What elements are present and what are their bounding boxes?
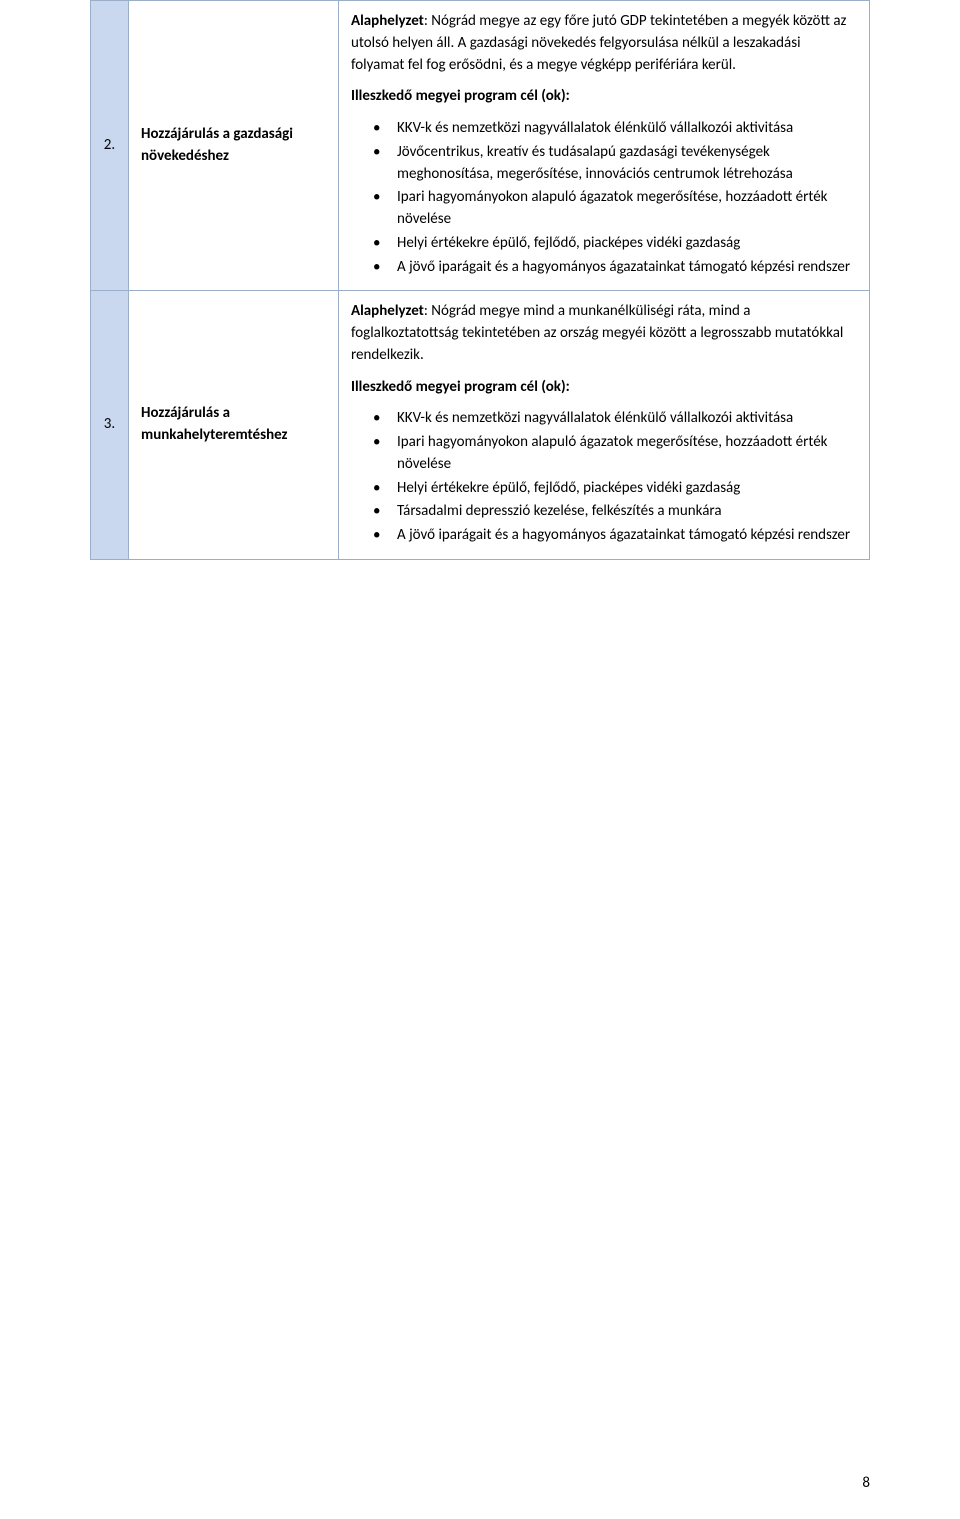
bullet-list: KKV-k és nemzetközi nagyvállalatok élénk…	[351, 408, 857, 547]
list-item: Társadalmi depresszió kezelése, felkészí…	[351, 501, 857, 523]
alaphelyzet-paragraph: Alaphelyzet: Nógrád megye mind a munkané…	[351, 301, 857, 366]
list-item: Ipari hagyományokon alapuló ágazatok meg…	[351, 187, 857, 231]
row-number: 3.	[91, 291, 129, 560]
list-item: KKV-k és nemzetközi nagyvállalatok élénk…	[351, 408, 857, 430]
row-number: 2.	[91, 1, 129, 291]
alaphelyzet-text: : Nógrád megye mind a munkanélküliségi r…	[351, 302, 843, 364]
illeszkedo-heading: Illeszkedő megyei program cél (ok):	[351, 377, 857, 399]
list-item: Jövőcentrikus, kreatív és tudásalapú gaz…	[351, 142, 857, 186]
list-item: A jövő iparágait és a hagyományos ágazat…	[351, 257, 857, 279]
content-table: 2. Hozzájárulás a gazdasági növekedéshez…	[90, 0, 870, 560]
illeszkedo-heading: Illeszkedő megyei program cél (ok):	[351, 86, 857, 108]
page-number: 8	[862, 1473, 870, 1495]
list-item: KKV-k és nemzetközi nagyvállalatok élénk…	[351, 118, 857, 140]
list-item: Helyi értékekre épülő, fejlődő, piacképe…	[351, 478, 857, 500]
row-body: Alaphelyzet: Nógrád megye az egy főre ju…	[339, 1, 870, 291]
alaphelyzet-label: Alaphelyzet	[351, 302, 424, 320]
alaphelyzet-label: Alaphelyzet	[351, 12, 424, 30]
row-body: Alaphelyzet: Nógrád megye mind a munkané…	[339, 291, 870, 560]
list-item: A jövő iparágait és a hagyományos ágazat…	[351, 525, 857, 547]
alaphelyzet-text: : Nógrád megye az egy főre jutó GDP teki…	[351, 12, 846, 74]
row-title: Hozzájárulás a munkahelyteremtéshez	[129, 291, 339, 560]
alaphelyzet-paragraph: Alaphelyzet: Nógrád megye az egy főre ju…	[351, 11, 857, 76]
list-item: Ipari hagyományokon alapuló ágazatok meg…	[351, 432, 857, 476]
list-item: Helyi értékekre épülő, fejlődő, piacképe…	[351, 233, 857, 255]
row-title: Hozzájárulás a gazdasági növekedéshez	[129, 1, 339, 291]
table-row: 2. Hozzájárulás a gazdasági növekedéshez…	[91, 1, 870, 291]
table-row: 3. Hozzájárulás a munkahelyteremtéshez A…	[91, 291, 870, 560]
bullet-list: KKV-k és nemzetközi nagyvállalatok élénk…	[351, 118, 857, 278]
